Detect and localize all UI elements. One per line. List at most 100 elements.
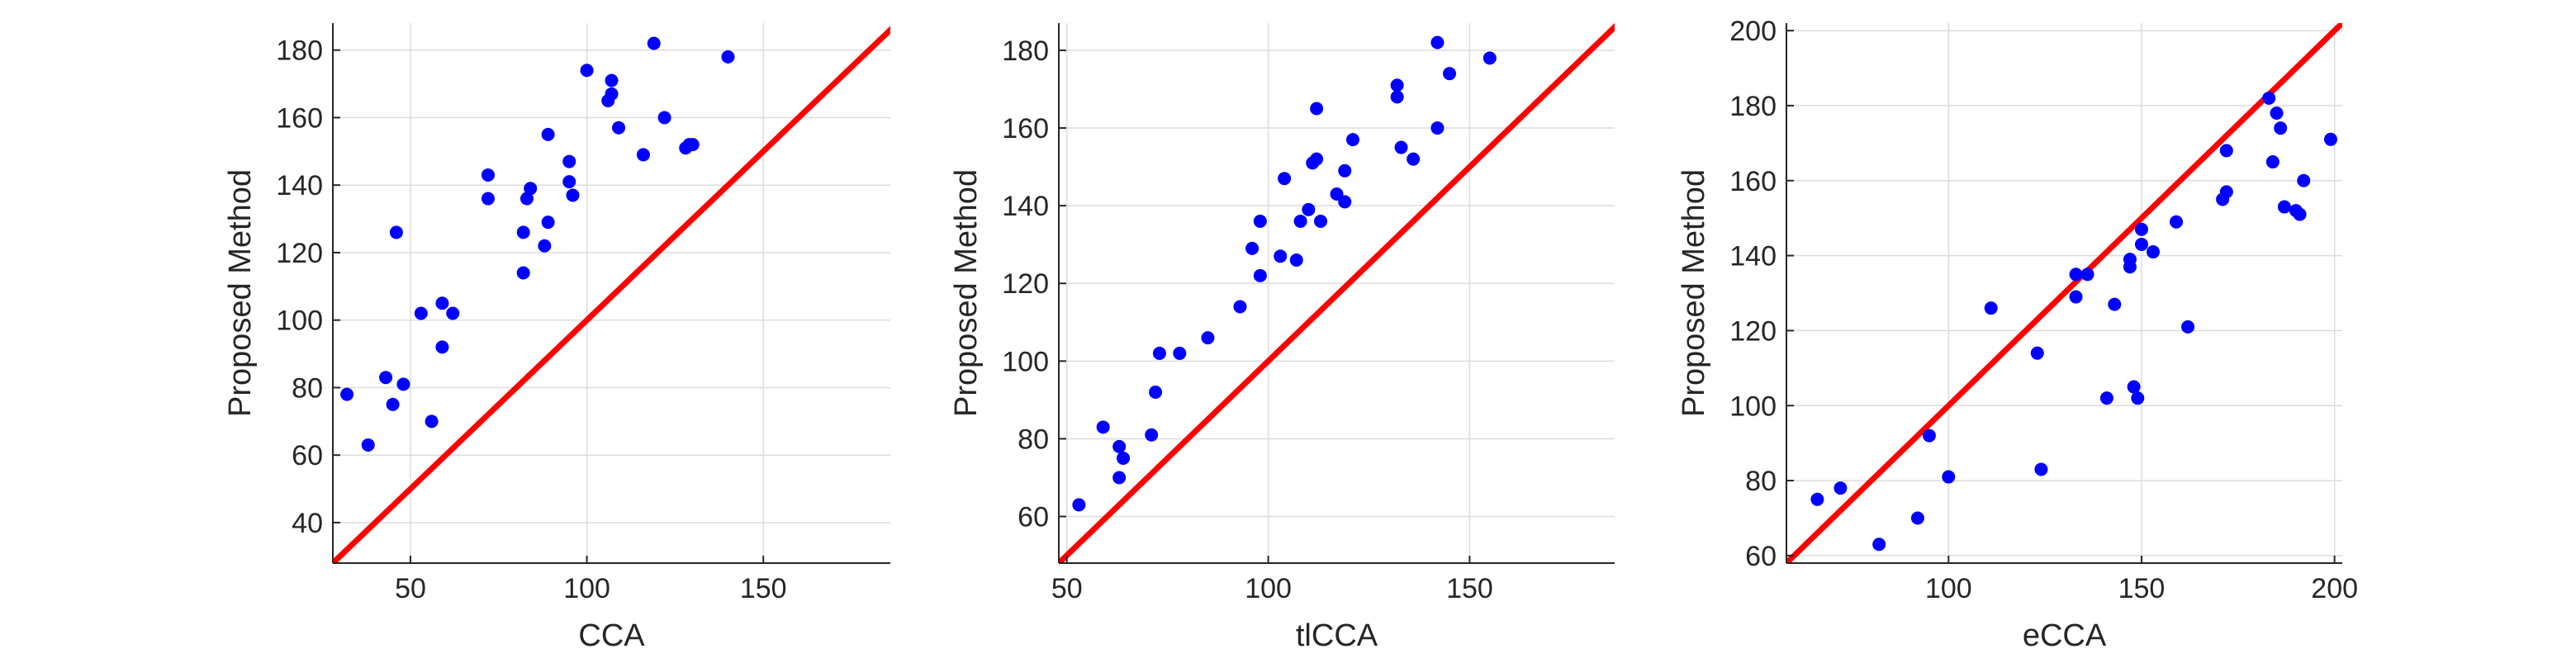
data-point xyxy=(524,182,538,196)
x-axis-label: CCA xyxy=(578,618,645,653)
data-point xyxy=(1810,492,1824,506)
data-point xyxy=(2134,237,2148,251)
data-point xyxy=(562,175,576,189)
data-point xyxy=(1293,214,1307,228)
data-point xyxy=(1313,214,1327,228)
data-point xyxy=(657,111,671,125)
data-point xyxy=(389,225,403,239)
x-axis-label: eCCA xyxy=(2023,618,2107,653)
data-point xyxy=(2170,215,2184,229)
data-point xyxy=(2080,268,2094,282)
data-point xyxy=(1201,331,1215,345)
data-point xyxy=(481,168,495,182)
y-tick-label: 60 xyxy=(1745,541,1777,572)
data-point xyxy=(1117,451,1131,465)
y-axis-label: Proposed Method xyxy=(949,169,984,417)
data-point xyxy=(2069,268,2083,282)
data-point xyxy=(1112,471,1127,485)
data-point xyxy=(1253,268,1267,282)
y-tick-label: 80 xyxy=(1018,424,1049,455)
data-point xyxy=(516,225,530,239)
data-point xyxy=(1072,498,1086,512)
data-point xyxy=(2270,107,2284,120)
data-point xyxy=(2030,346,2044,360)
data-point xyxy=(2181,320,2195,334)
y-tick-label: 40 xyxy=(292,508,323,539)
y-tick-label: 100 xyxy=(1729,391,1777,422)
chart-panel-1: 50 100 150 40 60 80 100 120 140 160 180 CCA Proposed… xyxy=(223,23,890,653)
y-tick-label: 140 xyxy=(1729,241,1777,272)
data-point xyxy=(2146,245,2160,259)
data-point xyxy=(1253,214,1267,228)
data-point xyxy=(2219,185,2233,199)
data-point xyxy=(2034,462,2048,476)
y-tick-label: 120 xyxy=(276,238,323,269)
x-tick-label: 100 xyxy=(1245,573,1292,604)
data-point xyxy=(386,397,400,411)
data-point xyxy=(1346,133,1360,147)
data-point xyxy=(1910,511,1924,525)
y-axis-label: Proposed Method xyxy=(1677,169,1711,417)
x-tick-label: 150 xyxy=(740,573,787,604)
data-point xyxy=(1310,102,1324,116)
data-point xyxy=(538,239,552,253)
data-point xyxy=(446,306,460,320)
data-point xyxy=(605,87,619,101)
x-tick-label: 50 xyxy=(395,573,426,604)
data-point xyxy=(605,73,619,88)
data-point xyxy=(580,64,594,78)
data-point xyxy=(2069,290,2083,304)
data-point xyxy=(516,266,530,280)
identity-line xyxy=(1786,23,2342,563)
x-tick-label: 200 xyxy=(2311,573,2358,604)
x-tick-label: 150 xyxy=(1446,573,1493,604)
x-tick-label: 100 xyxy=(563,573,610,604)
data-point xyxy=(1338,195,1352,209)
data-point xyxy=(1430,36,1445,50)
data-point xyxy=(1922,429,1936,443)
data-point xyxy=(1443,67,1457,81)
y-axis-label: Proposed Method xyxy=(223,169,258,417)
y-tick-label: 180 xyxy=(276,36,323,67)
data-point xyxy=(1112,439,1127,453)
data-point xyxy=(379,371,393,385)
y-tick-label: 100 xyxy=(276,305,323,337)
y-tick-label: 100 xyxy=(1002,346,1049,377)
data-point xyxy=(541,127,555,141)
data-point xyxy=(1394,140,1408,154)
y-tick-label: 60 xyxy=(1018,502,1049,533)
data-point xyxy=(1310,152,1324,166)
x-axis-label: tlCCA xyxy=(1296,618,1378,653)
y-tick-label: 80 xyxy=(292,372,323,404)
data-point xyxy=(519,192,534,206)
y-tick-label: 80 xyxy=(1745,466,1777,497)
data-point xyxy=(2262,91,2276,105)
y-tick-label: 160 xyxy=(1002,113,1049,144)
identity-line xyxy=(1059,23,1615,563)
data-point xyxy=(435,296,449,310)
y-tick-label: 60 xyxy=(292,440,323,471)
data-point xyxy=(1274,249,1288,263)
y-tick-label: 140 xyxy=(276,170,323,201)
data-point xyxy=(2099,391,2113,405)
data-point xyxy=(1145,428,1159,442)
data-point xyxy=(541,215,555,230)
data-point xyxy=(1302,202,1316,216)
y-tick-label: 160 xyxy=(276,102,323,134)
data-point xyxy=(2131,391,2145,405)
data-point xyxy=(1407,152,1421,166)
x-tick-label: 50 xyxy=(1051,573,1083,604)
identity-line xyxy=(333,26,890,563)
data-point xyxy=(2274,121,2288,135)
data-point xyxy=(2293,207,2307,221)
data-point xyxy=(562,154,576,168)
data-point xyxy=(1984,301,1998,315)
data-point xyxy=(1390,78,1404,92)
data-point xyxy=(2277,200,2291,214)
y-tick-label: 120 xyxy=(1729,315,1777,347)
data-point xyxy=(721,50,735,64)
data-point xyxy=(1390,90,1404,104)
data-point xyxy=(647,36,661,50)
data-point xyxy=(1338,163,1352,178)
data-point xyxy=(1278,172,1292,186)
